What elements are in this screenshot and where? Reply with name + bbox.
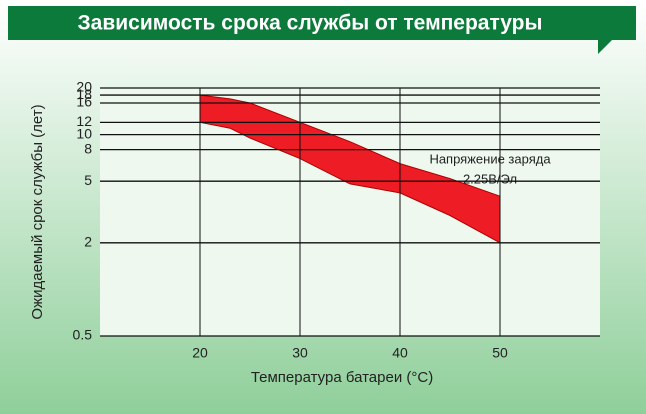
chart-title: Зависимость срока службы от температуры bbox=[78, 12, 543, 35]
x-axis-label: Температура батареи (°C) bbox=[251, 369, 433, 386]
y-tick-label: 10 bbox=[76, 125, 92, 141]
y-tick-label: 2 bbox=[84, 234, 92, 250]
annotation: 2.25В/Эл bbox=[463, 171, 517, 186]
y-tick-label: 16 bbox=[76, 94, 92, 110]
x-tick-label: 30 bbox=[292, 345, 308, 361]
y-tick-label: 5 bbox=[84, 172, 92, 188]
annotation: Напряжение заряда bbox=[429, 151, 551, 166]
x-tick-label: 50 bbox=[492, 345, 508, 361]
y-tick-label: 8 bbox=[84, 140, 92, 156]
title-banner bbox=[8, 6, 636, 54]
y-tick-label: 18 bbox=[76, 86, 92, 102]
y-tick-label: 0.5 bbox=[73, 327, 93, 343]
x-tick-label: 20 bbox=[192, 345, 208, 361]
y-tick-label: 20 bbox=[76, 79, 92, 95]
plot-area bbox=[100, 88, 600, 336]
x-tick-label: 40 bbox=[392, 345, 408, 361]
y-axis-label: Ожидаемый срок службы (лет) bbox=[29, 104, 46, 319]
y-tick-label: 12 bbox=[76, 113, 92, 129]
